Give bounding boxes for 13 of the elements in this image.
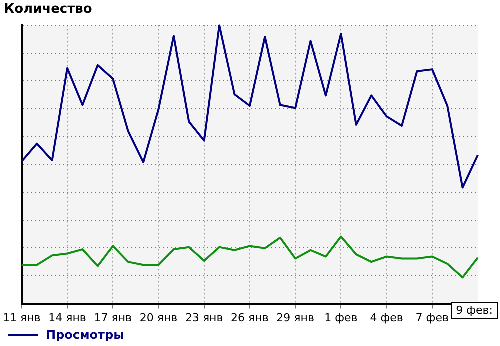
x-tick-label: 26 янв xyxy=(231,311,269,324)
x-tick-label: 7 фев xyxy=(416,311,449,324)
chart-title: Количество xyxy=(4,2,92,18)
x-tick-label: 4 фев xyxy=(370,311,404,324)
legend-label: Просмотры xyxy=(46,328,124,342)
x-tick-label: 20 янв xyxy=(140,311,178,324)
x-tick-label: 23 янв xyxy=(185,311,224,324)
x-tick-label: 1 фев xyxy=(324,311,358,324)
x-tick-label: 29 янв xyxy=(276,311,314,324)
x-tick-label: 14 янв xyxy=(48,311,86,324)
text: 9 фев: xyxy=(451,302,498,319)
x-tick-label: 11 янв xyxy=(2,311,41,324)
x-tick-label: 17 янв xyxy=(94,311,132,324)
